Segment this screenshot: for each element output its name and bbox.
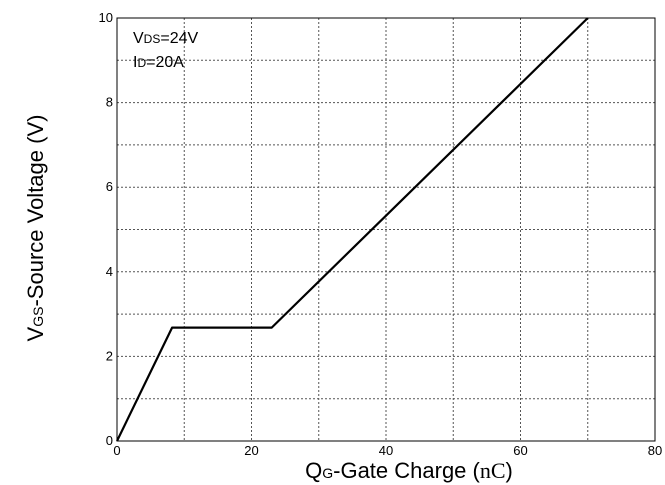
x-tick-label: 20 — [244, 443, 258, 458]
annotation-id: ID=20A — [133, 54, 184, 71]
x-tick-label: 40 — [379, 443, 393, 458]
plot-frame — [116, 17, 656, 442]
annotation-vds: VDS=24V — [133, 30, 198, 47]
x-tick-label: 80 — [648, 443, 662, 458]
x-tick-label: 60 — [513, 443, 527, 458]
series-lines — [116, 17, 589, 442]
grid-lines — [117, 18, 655, 441]
y-tick-label: 10 — [99, 10, 113, 25]
tick-labels: 0 20 40 60 80 0 2 4 6 8 10 — [99, 10, 663, 458]
series-line — [116, 17, 589, 442]
y-tick-label: 2 — [106, 348, 113, 363]
y-tick-label: 0 — [106, 433, 113, 448]
annotation-box: VDS=24V ID=20A — [133, 30, 198, 71]
x-tick-label: 0 — [113, 443, 120, 458]
y-tick-label: 4 — [106, 264, 113, 279]
x-axis-label: QG-Gate Charge (nC) — [305, 458, 513, 483]
y-tick-label: 8 — [106, 95, 113, 110]
y-axis-label: VGS-Source Voltage (V) — [23, 115, 48, 342]
y-tick-label: 6 — [106, 179, 113, 194]
